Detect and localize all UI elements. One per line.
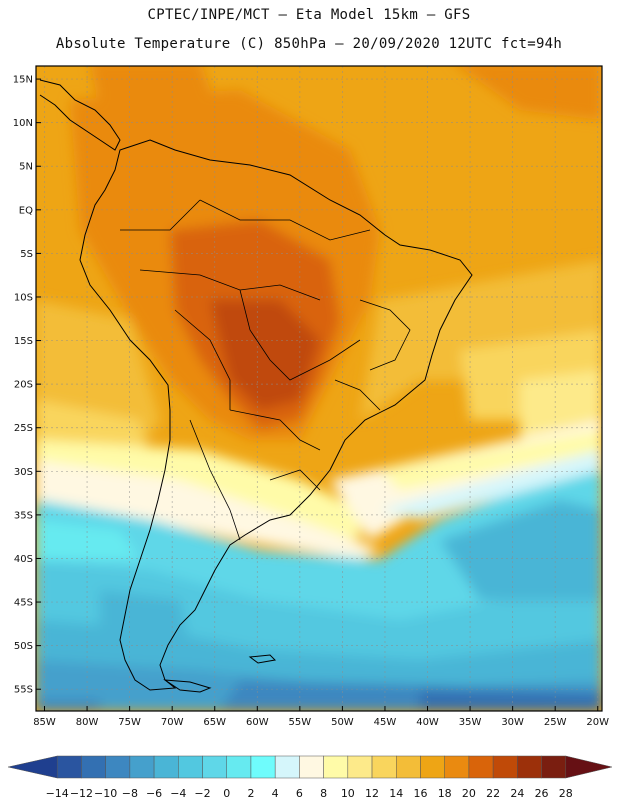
lat-tick-label: 5S bbox=[20, 249, 33, 260]
central-america-outline bbox=[39, 79, 121, 151]
colorbar-swatch bbox=[81, 755, 106, 779]
colorbar-tick-label: 6 bbox=[296, 787, 303, 800]
colorbar-tick-label: 4 bbox=[272, 787, 279, 800]
lon-tick-label: 70W bbox=[161, 717, 184, 728]
latitude-axis: 15N 10N 5N EQ 5S 10S 15S 20S 25S 30S 35S 40S 45S 50S 5… bbox=[13, 75, 41, 696]
lat-tick-label: 30S bbox=[14, 467, 33, 478]
colorbar-tick-label: 26 bbox=[535, 787, 549, 800]
lat-tick-label: 55S bbox=[14, 685, 33, 696]
border-segment bbox=[359, 299, 411, 371]
colorbar-tick-label: 2 bbox=[247, 787, 254, 800]
title-line-1: CPTEC/INPE/MCT – Eta Model 15km – GFS bbox=[147, 7, 471, 23]
south-america-coastline bbox=[79, 139, 473, 691]
colorbar-swatch bbox=[178, 755, 203, 779]
lat-tick-label: 35S bbox=[14, 510, 33, 521]
colorbar-tick-label: −6 bbox=[146, 787, 162, 800]
colorbar-tick-label: −10 bbox=[94, 787, 117, 800]
lat-tick-label: 40S bbox=[14, 554, 33, 565]
colorbar-tick-label: 20 bbox=[462, 787, 476, 800]
colorbar-swatch bbox=[274, 755, 300, 779]
lon-tick-label: 65W bbox=[203, 717, 226, 728]
tierra-del-fuego-outline bbox=[163, 679, 212, 693]
colorbar-swatch bbox=[202, 755, 227, 779]
border-segment bbox=[120, 199, 201, 231]
lat-tick-label: EQ bbox=[19, 205, 33, 216]
longitude-axis: 85W 80W 75W 70W 65W 60W 55W 50W 45W 40W 35W 30W 25W 2… bbox=[33, 706, 609, 728]
colorbar-tick-label: −2 bbox=[194, 787, 210, 800]
lat-tick-label: 5N bbox=[19, 162, 33, 173]
colorbar bbox=[7, 755, 613, 779]
border-segment bbox=[174, 309, 231, 410]
lat-tick-label: 15N bbox=[13, 75, 33, 86]
lat-tick-label: 25S bbox=[14, 423, 33, 434]
border-segment bbox=[189, 419, 241, 541]
colorbar-swatch bbox=[492, 755, 518, 779]
colorbar-tick-label: 12 bbox=[365, 787, 379, 800]
colorbar-swatch bbox=[153, 755, 179, 779]
colorbar-tick-label: 28 bbox=[559, 787, 573, 800]
colorbar-swatch bbox=[129, 755, 155, 779]
colorbar-swatch bbox=[105, 755, 131, 779]
colorbar-swatch bbox=[299, 755, 324, 779]
lon-tick-label: 35W bbox=[459, 717, 482, 728]
lon-tick-label: 45W bbox=[374, 717, 397, 728]
colorbar-swatch bbox=[396, 755, 421, 779]
lon-tick-label: 50W bbox=[331, 717, 354, 728]
colorbar-swatch bbox=[7, 755, 58, 779]
lat-tick-label: 20S bbox=[14, 380, 33, 391]
border-segment bbox=[239, 289, 361, 381]
lon-tick-label: 75W bbox=[118, 717, 141, 728]
grid-lines bbox=[36, 66, 602, 711]
border-segment bbox=[269, 469, 321, 491]
colorbar-tick-label: −14 bbox=[46, 787, 69, 800]
colorbar-swatch bbox=[517, 755, 542, 779]
lon-tick-label: 55W bbox=[289, 717, 312, 728]
colorbar-tick-label: −4 bbox=[170, 787, 186, 800]
coastline bbox=[39, 79, 473, 693]
map-frame bbox=[35, 65, 603, 712]
colorbar-tick-label: 8 bbox=[320, 787, 327, 800]
colorbar-swatch bbox=[347, 755, 373, 779]
lon-tick-label: 85W bbox=[33, 717, 56, 728]
colorbar-tick-label: −12 bbox=[70, 787, 93, 800]
border-segment bbox=[199, 199, 371, 241]
colorbar-tick-label: 0 bbox=[223, 787, 230, 800]
colorbar-swatch bbox=[323, 755, 349, 779]
colorbar-swatch bbox=[371, 755, 397, 779]
lat-tick-label: 10S bbox=[14, 292, 33, 303]
colorbar-tick-label: 16 bbox=[413, 787, 427, 800]
falklands-outline bbox=[248, 654, 277, 664]
colorbar-swatch bbox=[420, 755, 445, 779]
lon-tick-label: 40W bbox=[416, 717, 439, 728]
colorbar-swatch bbox=[468, 755, 494, 779]
colorbar-tick-label: −8 bbox=[122, 787, 138, 800]
colorbar-tick-label: 18 bbox=[438, 787, 452, 800]
lon-tick-label: 25W bbox=[544, 717, 567, 728]
colorbar-tick-label: 24 bbox=[510, 787, 524, 800]
title-line-2: Absolute Temperature (C) 850hPa – 20/09/… bbox=[55, 36, 563, 52]
lat-tick-label: 10N bbox=[13, 118, 33, 129]
lon-tick-label: 80W bbox=[76, 717, 99, 728]
colorbar-tick-label: 14 bbox=[389, 787, 403, 800]
colorbar-swatch bbox=[541, 755, 567, 779]
lon-tick-label: 20W bbox=[586, 717, 609, 728]
colorbar-tick-label: 22 bbox=[486, 787, 500, 800]
lon-tick-label: 60W bbox=[246, 717, 269, 728]
colorbar-tick-label: 10 bbox=[341, 787, 355, 800]
colorbar-swatch bbox=[250, 755, 276, 779]
temperature-field bbox=[36, 66, 602, 711]
colorbar-swatch bbox=[226, 755, 252, 779]
lon-tick-label: 30W bbox=[501, 717, 524, 728]
colorbar-swatch bbox=[444, 755, 470, 779]
colorbar-labels: −14 −12 −10 −8 −6 −4 −2 0 2 4 6 8 10 12 14 16 18 20 22 24 26… bbox=[46, 787, 573, 800]
lat-tick-label: 15S bbox=[14, 336, 33, 347]
colorbar-swatch bbox=[56, 755, 82, 779]
political-borders bbox=[120, 199, 411, 541]
border-segment bbox=[334, 379, 381, 411]
colorbar-swatch bbox=[565, 755, 613, 779]
lat-tick-label: 50S bbox=[14, 641, 33, 652]
lat-tick-label: 45S bbox=[14, 598, 33, 609]
border-segment bbox=[229, 409, 321, 451]
